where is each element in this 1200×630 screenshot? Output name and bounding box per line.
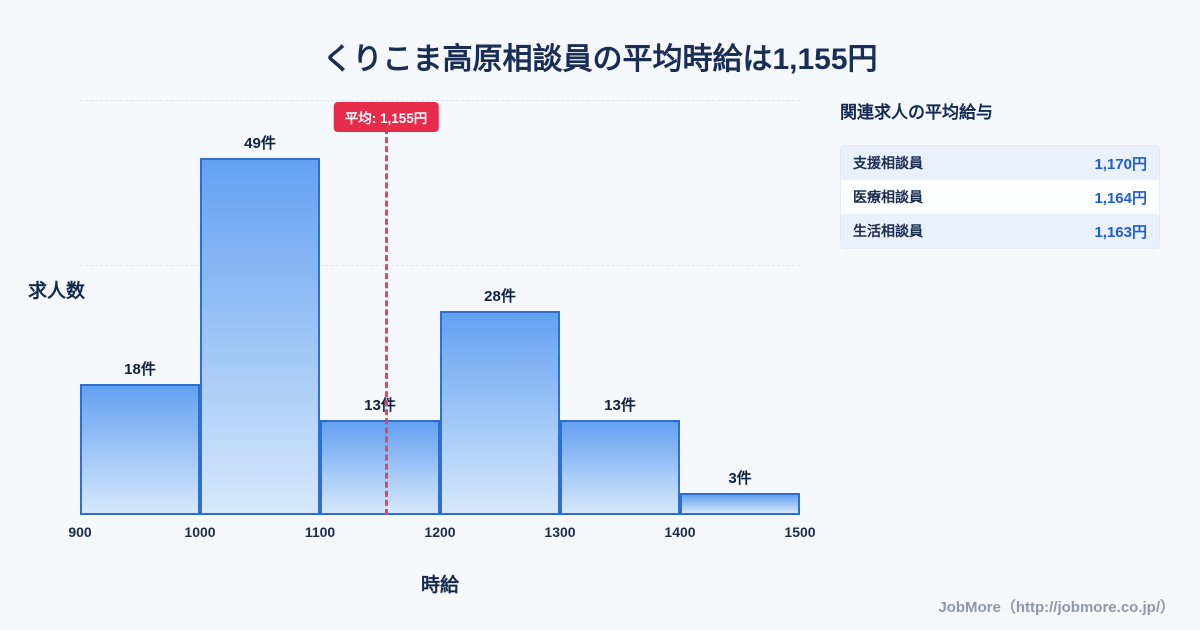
histogram-bar [680, 493, 800, 515]
histogram-bar [80, 383, 200, 515]
histogram-bar [440, 311, 560, 515]
bar-value-label: 28件 [484, 288, 516, 306]
related-job-label: 医療相談員 [853, 189, 923, 205]
x-tick-label: 1100 [304, 524, 336, 540]
histogram-plot: 18件 49件 13件 28件 13件 3件 [80, 100, 800, 515]
x-tick-label: 900 [68, 524, 92, 540]
related-job-value: 1,164円 [1094, 189, 1147, 207]
bar-value-label: 18件 [124, 360, 156, 378]
gridline [80, 265, 800, 266]
footer-credit: JobMore（http://jobmore.co.jp/） [938, 599, 1175, 616]
bar-value-label: 13件 [364, 397, 396, 415]
related-job-label: 支援相談員 [853, 155, 923, 171]
gridline [80, 100, 800, 101]
page-title: くりこま高原相談員の平均時給は1,155円 [322, 43, 878, 76]
panel-heading: 関連求人の平均給与 [840, 103, 993, 122]
histogram-bar [200, 158, 320, 515]
related-job-row: 支援相談員 1,170円 [841, 146, 1159, 180]
related-job-row: 生活相談員 1,163円 [841, 214, 1159, 248]
x-axis-label: 時給 [420, 575, 459, 596]
y-axis-label: 求人数 [28, 281, 86, 302]
related-jobs-panel: 関連求人の平均給与 支援相談員 1,170円医療相談員 1,164円生活相談員 1,1… [840, 98, 1160, 249]
bar-value-label: 3件 [728, 470, 752, 488]
related-jobs-table: 支援相談員 1,170円医療相談員 1,164円生活相談員 1,163円 [840, 145, 1160, 249]
histogram-bar [320, 420, 440, 515]
x-tick-label: 1000 [184, 524, 216, 540]
average-badge: 平均: 1,155円 [333, 102, 439, 132]
x-axis-ticks: 900 1000 1100 1200 1300 1400 1500 [68, 524, 815, 544]
related-job-value: 1,163円 [1094, 223, 1147, 241]
bar-value-label: 49件 [244, 135, 276, 153]
related-job-label: 生活相談員 [853, 223, 923, 239]
x-tick-label: 1300 [544, 524, 576, 540]
x-tick-label: 1200 [424, 524, 456, 540]
histogram-bar [560, 420, 680, 515]
bar-value-label: 13件 [604, 397, 636, 415]
related-job-row: 医療相談員 1,164円 [841, 180, 1159, 214]
average-line [384, 128, 388, 515]
x-tick-label: 1400 [664, 524, 696, 540]
x-tick-label: 1500 [784, 524, 816, 540]
related-job-value: 1,170円 [1094, 155, 1147, 173]
